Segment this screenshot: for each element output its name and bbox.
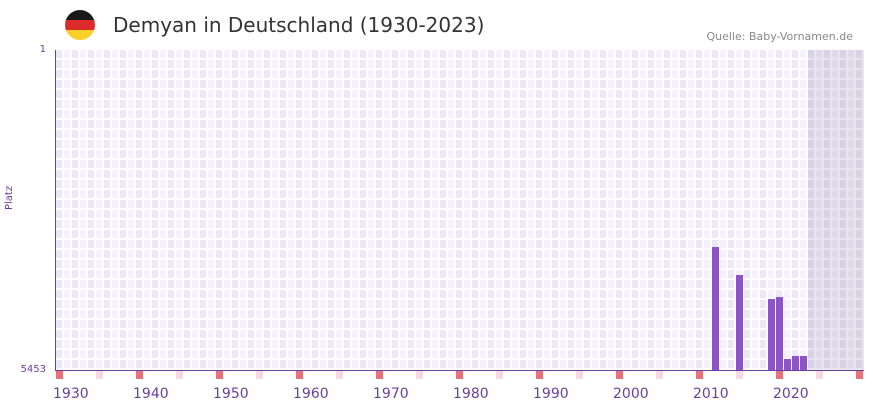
year-marker [96, 371, 103, 379]
year-marker [176, 371, 183, 379]
year-marker [616, 371, 623, 379]
year-marker [536, 371, 543, 379]
year-marker [256, 371, 263, 379]
x-tick-label: 1970 [373, 386, 409, 402]
y-axis-label: Platz [4, 185, 15, 210]
x-tick-label: 2000 [613, 386, 649, 402]
y-tick-top: 1 [39, 44, 46, 55]
x-tick-label: 1980 [453, 386, 489, 402]
year-marker [576, 371, 583, 379]
year-marker [496, 371, 503, 379]
x-tick-label: 1930 [53, 386, 89, 402]
germany-flag-icon [65, 10, 95, 40]
x-tick-label: 2010 [693, 386, 729, 402]
year-marker [776, 371, 783, 379]
year-marker [736, 371, 743, 379]
x-axis [55, 370, 864, 371]
year-marker [816, 371, 823, 379]
year-marker [456, 371, 463, 379]
chart-title: Demyan in Deutschland (1930-2023) [113, 13, 485, 37]
year-marker [696, 371, 703, 379]
y-tick-bottom: 5453 [20, 364, 46, 375]
bar-2019[interactable] [768, 298, 775, 370]
year-marker [856, 371, 863, 379]
year-marker [376, 371, 383, 379]
y-axis [55, 50, 56, 371]
year-marker [136, 371, 143, 379]
bar-2012[interactable] [712, 246, 719, 370]
source-link[interactable]: Quelle: Baby-Vornamen.de [706, 30, 853, 43]
year-marker [216, 371, 223, 379]
bar-2015[interactable] [736, 274, 743, 370]
x-tick-label: 1940 [133, 386, 169, 402]
bar-2020[interactable] [776, 296, 783, 370]
year-marker [296, 371, 303, 379]
x-tick-label: 2020 [773, 386, 809, 402]
bar-2021[interactable] [784, 359, 791, 370]
bar-2023[interactable] [800, 355, 807, 370]
x-tick-label: 1990 [533, 386, 569, 402]
year-marker [416, 371, 423, 379]
x-tick-label: 1960 [293, 386, 329, 402]
plot-area [56, 50, 864, 370]
future-shade [808, 50, 864, 370]
x-tick-label: 1950 [213, 386, 249, 402]
year-marker [56, 371, 63, 379]
bar-2022[interactable] [792, 355, 799, 370]
year-marker [656, 371, 663, 379]
year-marker [336, 371, 343, 379]
